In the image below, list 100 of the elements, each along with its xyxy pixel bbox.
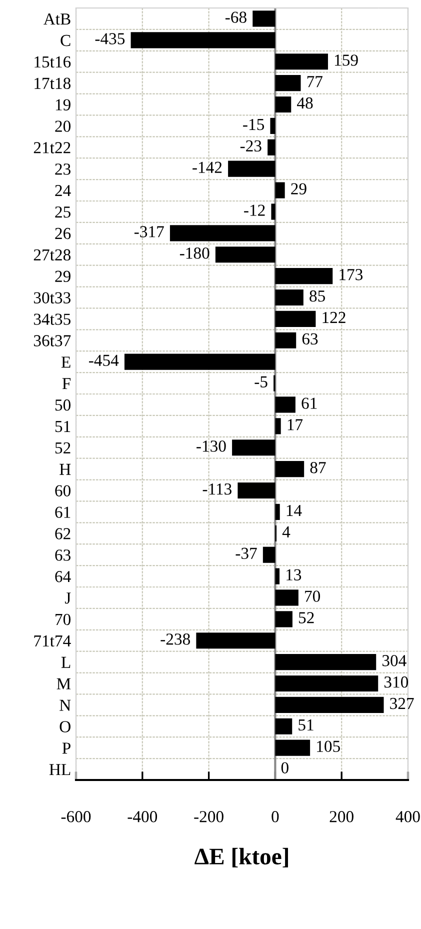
y-tick-label: C bbox=[60, 34, 70, 46]
x-tick-label: 200 bbox=[330, 811, 354, 822]
data-label: 13 bbox=[286, 569, 302, 580]
y-tick-label: E bbox=[61, 356, 70, 368]
bar bbox=[270, 118, 276, 134]
y-tick-label: HL bbox=[49, 764, 70, 776]
y-tick-label: O bbox=[60, 721, 70, 732]
data-label: -130 bbox=[196, 440, 226, 452]
bar bbox=[275, 461, 304, 478]
bar bbox=[275, 96, 292, 113]
bar bbox=[275, 310, 316, 327]
y-tick-label: 52 bbox=[55, 442, 70, 454]
data-label: 17 bbox=[288, 419, 303, 430]
bar bbox=[275, 54, 328, 70]
bar bbox=[275, 504, 280, 520]
bar bbox=[232, 440, 276, 456]
bar bbox=[275, 268, 333, 284]
y-tick-label: H bbox=[60, 464, 71, 475]
data-label: -180 bbox=[180, 248, 210, 259]
bar bbox=[275, 182, 285, 198]
data-label: 310 bbox=[384, 676, 408, 688]
data-label: 159 bbox=[335, 54, 358, 66]
data-label: -15 bbox=[243, 118, 264, 130]
data-label: -454 bbox=[88, 354, 119, 366]
bar bbox=[271, 204, 276, 220]
y-tick-label: 51 bbox=[55, 420, 70, 432]
bar bbox=[275, 675, 378, 692]
data-label: -37 bbox=[236, 548, 257, 560]
bar bbox=[275, 654, 376, 670]
y-tick-label: 63 bbox=[55, 550, 70, 561]
data-label: 85 bbox=[310, 290, 325, 302]
bar bbox=[275, 75, 301, 92]
bar bbox=[275, 418, 281, 434]
y-tick-label: 24 bbox=[55, 185, 71, 196]
y-tick-label: 60 bbox=[55, 485, 71, 496]
bar bbox=[275, 740, 310, 756]
y-tick-label: N bbox=[60, 700, 71, 711]
y-tick-label: 29 bbox=[55, 270, 70, 282]
bar bbox=[130, 32, 276, 48]
data-label: 63 bbox=[302, 333, 318, 345]
bar bbox=[275, 696, 384, 713]
bar bbox=[228, 160, 276, 177]
y-tick-label: L bbox=[61, 656, 70, 668]
y-tick-label: AtB bbox=[44, 14, 70, 25]
y-tick-label: M bbox=[56, 678, 71, 690]
data-label: 77 bbox=[307, 76, 323, 88]
data-label: 61 bbox=[302, 398, 317, 409]
data-label: -68 bbox=[225, 12, 246, 23]
bar bbox=[275, 611, 292, 628]
y-tick-label: 25 bbox=[55, 206, 70, 218]
y-tick-label: 19 bbox=[56, 99, 70, 110]
data-label: 105 bbox=[317, 740, 340, 752]
data-label: -435 bbox=[95, 33, 125, 44]
y-tick-label: 23 bbox=[55, 164, 70, 175]
data-label: 327 bbox=[390, 698, 414, 710]
bar bbox=[275, 289, 304, 306]
x-tick-label: -200 bbox=[194, 811, 224, 822]
data-label: -113 bbox=[202, 483, 232, 495]
data-label: 48 bbox=[297, 97, 313, 109]
bar bbox=[215, 246, 276, 263]
bar bbox=[268, 139, 276, 156]
bar bbox=[238, 482, 276, 499]
data-label: 87 bbox=[310, 462, 326, 474]
y-tick-label: 71t74 bbox=[34, 635, 71, 647]
y-tick-label: 50 bbox=[55, 399, 71, 411]
data-label: -12 bbox=[244, 204, 265, 216]
y-tick-label: 34t35 bbox=[34, 314, 70, 325]
bar bbox=[170, 225, 276, 242]
bar bbox=[275, 332, 296, 348]
y-tick-label: P bbox=[62, 742, 70, 754]
bar bbox=[252, 10, 276, 27]
bar bbox=[262, 546, 276, 563]
data-label: 52 bbox=[298, 612, 314, 624]
y-tick-label: 21t22 bbox=[34, 142, 70, 154]
data-label: 29 bbox=[291, 183, 306, 194]
data-label: -317 bbox=[134, 226, 164, 238]
bar bbox=[275, 396, 296, 413]
y-tick-label: 15t16 bbox=[34, 56, 71, 68]
x-tick-label: -600 bbox=[61, 811, 91, 822]
x-tick-label: 0 bbox=[272, 811, 279, 822]
data-label: 4 bbox=[282, 526, 290, 538]
x-tick-label: -400 bbox=[128, 811, 158, 822]
data-label: 122 bbox=[322, 312, 346, 323]
y-tick-label: 70 bbox=[56, 614, 71, 626]
data-label: -142 bbox=[192, 162, 222, 173]
data-label: -5 bbox=[254, 376, 268, 388]
y-tick-label: 30t33 bbox=[34, 292, 70, 304]
data-label: 51 bbox=[298, 719, 314, 731]
x-axis-title: ΔE [ktoe] bbox=[194, 848, 288, 868]
data-label: 14 bbox=[286, 504, 302, 516]
data-label: 173 bbox=[340, 269, 363, 280]
bar bbox=[124, 354, 276, 370]
bar bbox=[275, 568, 280, 584]
data-label: -23 bbox=[240, 140, 262, 152]
data-label: -238 bbox=[160, 634, 190, 645]
y-tick-label: 27t28 bbox=[34, 249, 71, 261]
data-label: 0 bbox=[281, 762, 288, 774]
y-tick-label: F bbox=[62, 378, 71, 390]
y-tick-label: 36t37 bbox=[34, 335, 71, 346]
bar bbox=[275, 718, 292, 734]
